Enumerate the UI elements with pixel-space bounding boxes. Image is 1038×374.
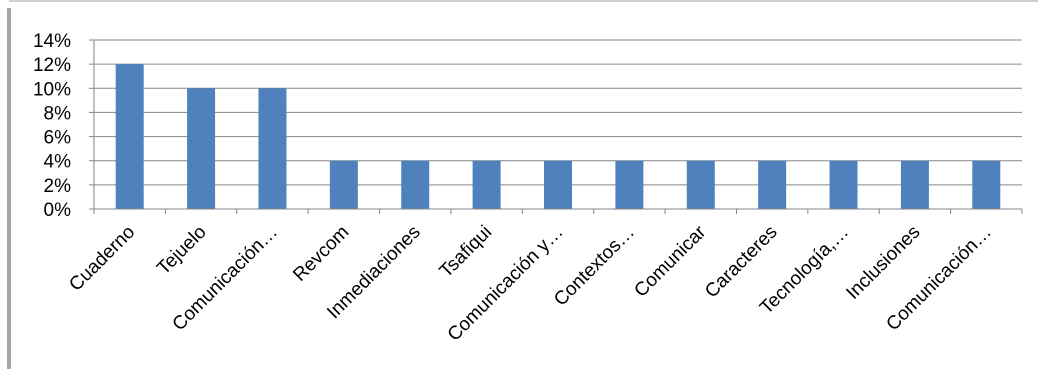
y-tick-label: 0% <box>44 200 72 221</box>
bar <box>972 160 1001 209</box>
x-tick-label: Comunicar <box>630 221 710 301</box>
bar <box>115 64 144 210</box>
y-tick-label: 8% <box>44 103 72 124</box>
bar <box>258 88 287 209</box>
bar <box>615 160 644 209</box>
x-tick-label: Cuaderno <box>65 222 139 296</box>
y-tick-label: 6% <box>44 128 72 149</box>
bar <box>900 160 929 209</box>
bar <box>329 160 358 209</box>
y-axis-tick-labels: 0% 2% 4% 6% 8% 10% 12% 14% <box>33 31 94 221</box>
y-tick-label: 14% <box>33 31 71 52</box>
bar <box>401 160 430 209</box>
bars <box>115 64 1001 210</box>
bar <box>829 160 858 209</box>
bar <box>472 160 501 209</box>
y-tick-label: 2% <box>44 176 72 197</box>
bar <box>187 88 216 209</box>
x-tick-label: Tejuelo <box>153 222 210 279</box>
y-tick-label: 4% <box>44 152 72 173</box>
x-tick-label: Revcom <box>289 222 353 286</box>
axes <box>93 40 1022 214</box>
bar <box>758 160 787 209</box>
y-tick-label: 10% <box>33 79 71 100</box>
y-tick-label: 12% <box>33 55 71 76</box>
gridlines <box>94 39 1022 186</box>
x-tick-label: Tsafiqui <box>436 222 496 282</box>
bar <box>686 160 715 209</box>
bar <box>544 160 572 209</box>
